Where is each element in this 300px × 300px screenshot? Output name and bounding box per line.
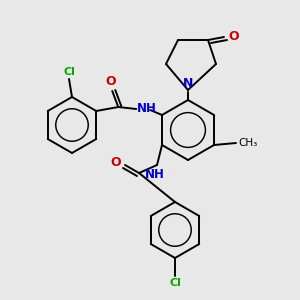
Text: O: O: [105, 75, 116, 88]
Text: Cl: Cl: [169, 278, 181, 288]
Text: Cl: Cl: [63, 67, 75, 77]
Text: NH: NH: [145, 168, 165, 181]
Text: CH₃: CH₃: [238, 138, 257, 148]
Text: O: O: [110, 157, 121, 169]
Text: NH: NH: [137, 103, 157, 116]
Text: O: O: [228, 31, 238, 44]
Text: N: N: [183, 77, 193, 90]
